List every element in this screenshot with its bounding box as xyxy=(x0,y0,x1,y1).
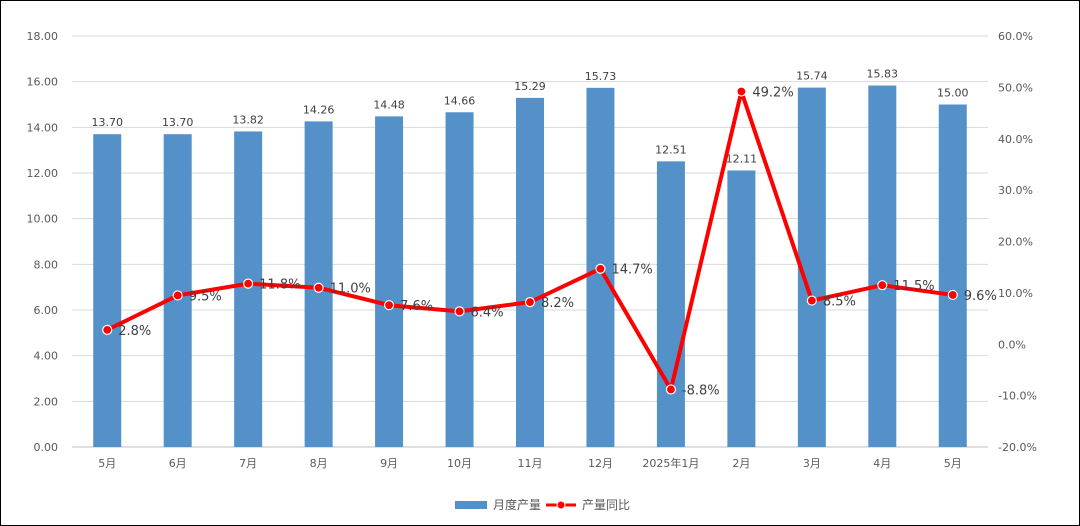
line-point xyxy=(595,263,606,274)
bar-data-label: 14.26 xyxy=(303,103,335,116)
x-axis-category-label: 5月 xyxy=(944,457,962,470)
line-point xyxy=(877,280,888,291)
bar-data-label: 12.11 xyxy=(726,152,758,165)
bar xyxy=(375,116,404,447)
left-axis-tick-label: 4.00 xyxy=(34,350,59,363)
legend: 月度产量 产量同比 xyxy=(455,497,630,512)
left-axis-tick-label: 10.00 xyxy=(27,213,59,226)
bar xyxy=(938,104,967,447)
bar-data-label: 15.73 xyxy=(585,70,617,83)
left-axis-tick-label: 2.00 xyxy=(34,395,59,408)
bar-data-label: 13.70 xyxy=(91,116,123,129)
line-data-label: 9.5% xyxy=(189,289,222,304)
right-axis-tick-label: 60.0% xyxy=(998,30,1033,43)
legend-label-line: 产量同比 xyxy=(582,498,630,512)
line-point xyxy=(313,282,324,293)
bar-data-label: 15.29 xyxy=(514,80,546,93)
left-axis-tick-label: 14.00 xyxy=(27,121,59,134)
line-data-label: 8.2% xyxy=(541,296,574,311)
line-data-label: 6.4% xyxy=(471,305,504,320)
line-data-label: 11.5% xyxy=(893,279,934,294)
line-data-label: -8.8% xyxy=(682,383,720,398)
right-axis-tick-label: 10.0% xyxy=(998,287,1033,300)
right-axis-tick-label: -20.0% xyxy=(998,441,1037,454)
bar-data-labels: 13.70 13.70 13.82 14.26 14.48 14.66 15.29 15.73… xyxy=(91,68,968,166)
x-axis-category-label: 3月 xyxy=(803,457,821,470)
bar xyxy=(868,85,897,447)
bar-data-label: 13.70 xyxy=(162,116,194,129)
x-axis-category-label: 5月 xyxy=(98,457,116,470)
line-point xyxy=(524,297,536,308)
bar-data-label: 14.48 xyxy=(373,98,405,111)
left-axis-tick-label: 6.00 xyxy=(34,304,59,317)
bar-data-label: 15.74 xyxy=(796,70,828,83)
line-data-label: 7.6% xyxy=(400,299,433,314)
x-axis-category-label: 10月 xyxy=(447,457,472,470)
x-axis-category-label: 6月 xyxy=(169,457,187,470)
bar-data-label: 15.83 xyxy=(867,68,899,81)
right-axis-tick-label: 30.0% xyxy=(998,184,1033,197)
line-data-label: 49.2% xyxy=(752,85,793,100)
line-point xyxy=(243,278,254,289)
x-axis-category-label: 4月 xyxy=(873,457,891,470)
line-point xyxy=(102,324,113,335)
line-data-label: 8.5% xyxy=(823,295,856,310)
bar xyxy=(234,131,263,447)
bar-data-label: 13.82 xyxy=(232,113,264,126)
left-axis-tick-label: 18.00 xyxy=(27,30,59,43)
line-point xyxy=(947,289,958,301)
bar-data-label: 12.51 xyxy=(655,143,687,156)
bar xyxy=(445,112,474,447)
bar-data-label: 14.66 xyxy=(444,94,476,107)
x-axis-category-label: 11月 xyxy=(518,457,543,470)
x-axis-category-label: 2月 xyxy=(732,457,750,470)
line-point xyxy=(172,290,183,301)
x-axis-category-label: 2025年1月 xyxy=(642,456,699,470)
x-axis-category-label: 9月 xyxy=(380,457,398,470)
x-axis-category-label: 12月 xyxy=(588,457,613,470)
right-axis-ticks: -20.0% -10.0% 0.0% 10.0% 20.0% 30.0% 40.0% 50.0… xyxy=(998,30,1037,454)
line-data-label: 14.7% xyxy=(611,263,652,278)
gridlines xyxy=(72,35,988,448)
left-axis-tick-label: 0.00 xyxy=(34,441,59,454)
x-axis-categories: 5月 6月 7月 8月 9月 10月 11月 12月 2025年1月 2月 3月 4月 5月 xyxy=(98,456,962,470)
line-data-labels: 2.8% 9.5% 11.8% 11.0% 7.6% 6.4% 8.2% 14.7% -8.8%… xyxy=(118,85,997,398)
line-point xyxy=(806,295,817,306)
line-point xyxy=(665,384,677,395)
line-data-label: 11.8% xyxy=(259,278,300,293)
line-data-label: 11.0% xyxy=(330,282,371,297)
right-axis-tick-label: -10.0% xyxy=(998,390,1037,403)
right-axis-tick-label: 40.0% xyxy=(998,133,1033,146)
line-series-yoy-growth xyxy=(102,86,958,395)
bar xyxy=(93,134,122,447)
left-axis-tick-label: 12.00 xyxy=(27,167,59,180)
right-axis-tick-label: 20.0% xyxy=(998,236,1033,249)
right-axis-tick-label: 0.0% xyxy=(998,338,1026,351)
bar xyxy=(727,170,756,447)
x-axis-category-label: 8月 xyxy=(310,457,328,470)
bar-data-label: 15.00 xyxy=(937,87,969,100)
left-axis-tick-label: 8.00 xyxy=(34,258,59,271)
bar xyxy=(656,161,685,448)
bar-series-monthly-output xyxy=(93,85,967,448)
legend-label-bar: 月度产量 xyxy=(493,497,541,512)
line-data-label: 2.8% xyxy=(118,324,151,339)
x-axis-category-label: 7月 xyxy=(239,457,257,470)
line-point xyxy=(383,300,395,311)
right-axis-tick-label: 50.0% xyxy=(998,81,1033,94)
left-axis-ticks: 0.00 2.00 4.00 6.00 8.00 10.00 12.00 14.00 16.00… xyxy=(27,30,59,454)
left-axis-tick-label: 16.00 xyxy=(27,76,59,89)
line-data-label: 9.6% xyxy=(964,289,997,304)
line-point xyxy=(454,306,465,317)
legend-swatch-marker xyxy=(556,500,566,510)
line-point xyxy=(736,86,747,97)
bar xyxy=(516,97,544,448)
legend-swatch-bar xyxy=(455,501,487,509)
